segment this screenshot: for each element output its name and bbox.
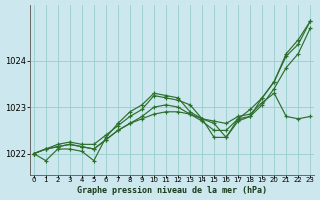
X-axis label: Graphe pression niveau de la mer (hPa): Graphe pression niveau de la mer (hPa) xyxy=(77,186,267,195)
